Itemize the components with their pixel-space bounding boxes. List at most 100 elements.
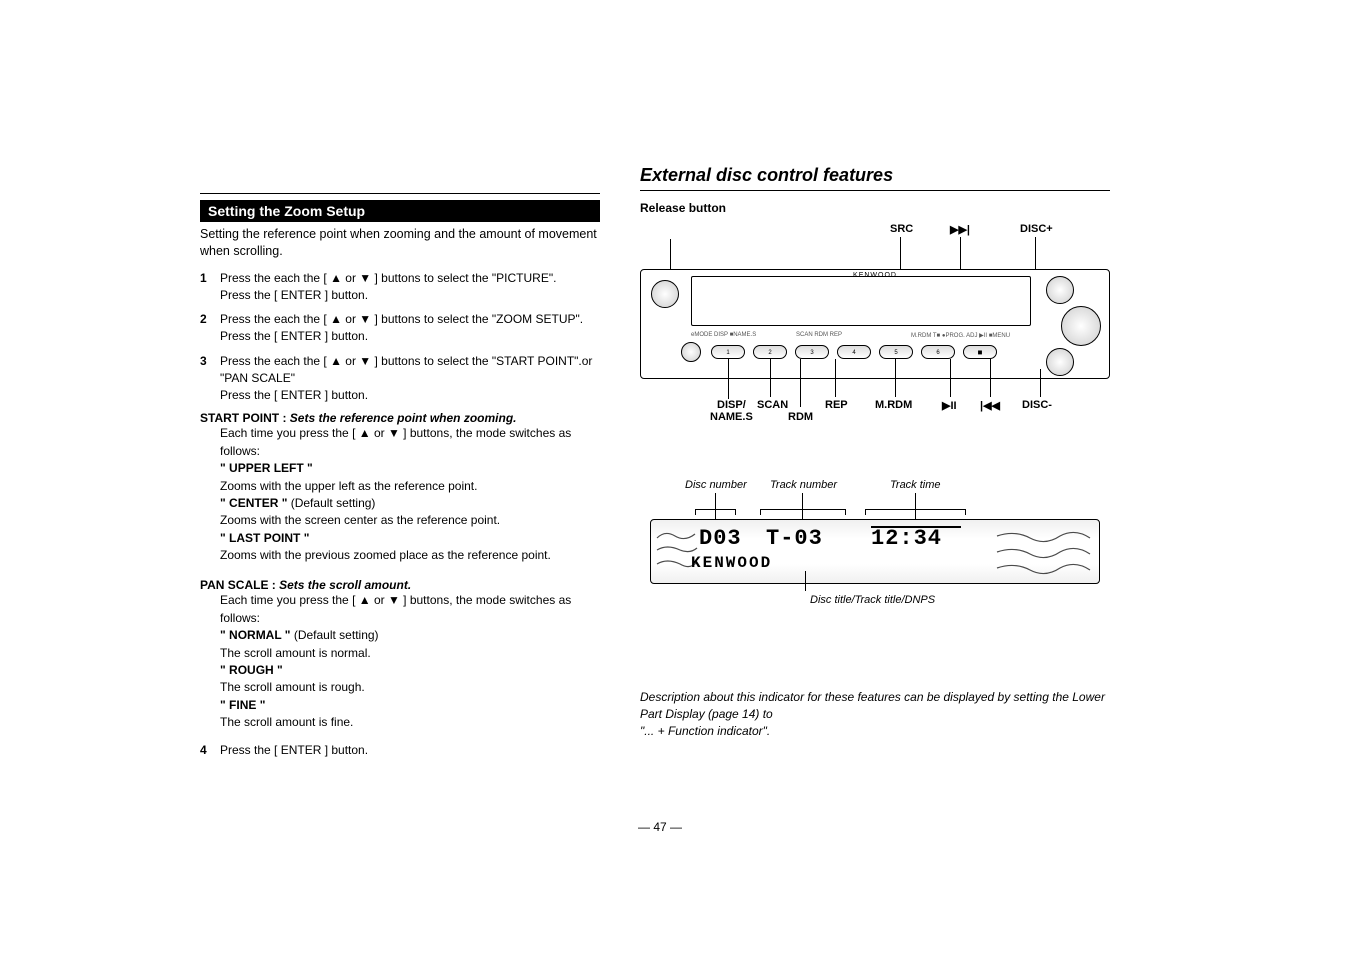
bracket-tick: [760, 509, 761, 515]
callout-disc-minus: DISC-: [1022, 399, 1052, 411]
mode-desc: The scroll amount is normal.: [220, 646, 371, 660]
mode-desc: Zooms with the previous zoomed place as …: [220, 548, 551, 562]
start-point-lead: Each time you press the [ ▲ or ▼ ] butto…: [220, 426, 571, 457]
lcd-track-number-label: Track number: [770, 479, 837, 491]
knob-src: [1046, 276, 1074, 304]
small-label-mid: SCAN RDM REP: [796, 332, 842, 338]
page-number: — 47 —: [638, 820, 682, 834]
footnote-line-a: Description about this indicator for the…: [640, 690, 1105, 721]
pan-scale-title: PAN SCALE : Sets the scroll amount.: [200, 578, 600, 592]
mode-name: " CENTER ": [220, 496, 287, 510]
preset-button: ◼: [963, 345, 997, 359]
preset-button: 4: [837, 345, 871, 359]
callout-disc-plus: DISC+: [1020, 223, 1053, 235]
mode-name: " FINE ": [220, 698, 265, 712]
callout-line: [990, 359, 991, 397]
footnote-line-b: "... + Function indicator".: [640, 724, 770, 738]
callout-mrdm: M.RDM: [875, 399, 912, 411]
lcd-brand: KENWOOD: [691, 554, 772, 572]
lcd-track-value: T-03: [766, 526, 823, 551]
bracket-line: [760, 509, 845, 510]
bracket-tick: [965, 509, 966, 515]
preset-button-row: 1 2 3 4 5 6 ◼: [711, 345, 997, 359]
callout-next-icon: ▶▶|: [950, 223, 970, 236]
mode-desc: Zooms with the upper left as the referen…: [220, 479, 477, 493]
start-point-desc: Sets the reference point when zooming.: [290, 411, 517, 425]
step-3: 3 Press the each the [ ▲ or ▼ ] buttons …: [200, 353, 600, 403]
mode-desc: Zooms with the screen center as the refe…: [220, 513, 500, 527]
start-point-block: Each time you press the [ ▲ or ▼ ] butto…: [220, 425, 600, 564]
pan-scale-block: Each time you press the [ ▲ or ▼ ] butto…: [220, 592, 600, 731]
callout-scan: SCAN: [757, 399, 788, 411]
bracket-tick: [735, 509, 736, 515]
release-button-label: Release button: [640, 201, 1110, 215]
knob-bottom: [1046, 348, 1074, 376]
preset-button: 3: [795, 345, 829, 359]
lcd-disc-value: D03: [699, 526, 742, 551]
step-1: 1 Press the each the [ ▲ or ▼ ] buttons …: [200, 270, 600, 304]
lcd-disc-number-label: Disc number: [685, 479, 747, 491]
mode-desc: The scroll amount is fine.: [220, 715, 353, 729]
step-text: Press the [ ENTER ] button.: [220, 742, 600, 759]
callout-rep: REP: [825, 399, 848, 411]
step-number: 4: [200, 742, 212, 759]
lcd-diagram: Disc number Track number Track time: [640, 479, 1110, 629]
section-heading: Setting the Zoom Setup: [200, 200, 600, 222]
step-2: 2 Press the each the [ ▲ or ▼ ] buttons …: [200, 311, 600, 345]
mode-suffix: (Default setting): [287, 496, 375, 510]
pan-scale-desc: Sets the scroll amount.: [279, 578, 411, 592]
step-4: 4 Press the [ ENTER ] button.: [200, 742, 600, 759]
small-label-left: eMODE DISP ■NAME.S: [691, 332, 756, 338]
preset-button: 6: [921, 345, 955, 359]
step-text-b: Press the [ ENTER ] button.: [220, 388, 368, 402]
bracket-tick: [845, 509, 846, 515]
lcd-body: D03 T-03 12:34 KENWOOD: [650, 519, 1100, 584]
pan-scale-lead: Each time you press the [ ▲ or ▼ ] butto…: [220, 593, 571, 624]
callout-disp: DISP/NAME.S: [710, 399, 753, 423]
device-body: KENWOOD eMODE DISP ■NAME.S SCAN RDM REP …: [640, 269, 1110, 379]
lcd-overline: [871, 526, 961, 528]
callout-src: SRC: [890, 223, 913, 235]
step-number: 1: [200, 270, 212, 304]
mode-desc: The scroll amount is rough.: [220, 680, 365, 694]
step-number: 3: [200, 353, 212, 403]
divider: [200, 193, 600, 194]
two-column-layout: Setting the Zoom Setup Setting the refer…: [200, 165, 1120, 766]
page-title: External disc control features: [640, 165, 1110, 186]
decorative-scribble-icon: [995, 528, 1095, 578]
preset-button: 1: [711, 345, 745, 359]
small-knob: [681, 342, 701, 362]
step-text-b: Press the [ ENTER ] button.: [220, 329, 368, 343]
bracket-tick: [695, 509, 696, 515]
bracket-tick: [865, 509, 866, 515]
lcd-time-value: 12:34: [871, 526, 942, 551]
left-column: Setting the Zoom Setup Setting the refer…: [200, 165, 600, 766]
bracket-line: [865, 509, 965, 510]
leader-line: [805, 571, 806, 591]
lcd-bottom-label: Disc title/Track title/DNPS: [810, 594, 935, 606]
lcd-track-time-label: Track time: [890, 479, 941, 491]
bracket-line: [695, 509, 735, 510]
callout-rdm: RDM: [788, 411, 813, 423]
mode-name: " NORMAL ": [220, 628, 291, 642]
callout-line: [800, 359, 801, 407]
mode-suffix: (Default setting): [291, 628, 379, 642]
start-point-title: START POINT : Sets the reference point w…: [200, 411, 600, 425]
knob-release: [651, 280, 679, 308]
step-number: 2: [200, 311, 212, 345]
manual-page: Setting the Zoom Setup Setting the refer…: [200, 165, 1120, 766]
step-body: Press the each the [ ▲ or ▼ ] buttons to…: [220, 311, 600, 345]
mode-name: " UPPER LEFT ": [220, 461, 313, 475]
step-body: Press the each the [ ▲ or ▼ ] buttons to…: [220, 353, 600, 403]
callout-line: [728, 359, 729, 399]
mode-name: " ROUGH ": [220, 663, 283, 677]
callout-play-icon: ▶II: [942, 399, 957, 412]
small-label-right: M.RDM T■ ●PROG. ADJ ▶II ■MENU: [911, 332, 1010, 339]
mode-name: " LAST POINT ": [220, 531, 309, 545]
callout-line: [1040, 369, 1041, 397]
callout-line: [950, 359, 951, 397]
preset-button: 2: [753, 345, 787, 359]
start-point-label: START POINT :: [200, 411, 286, 425]
device-diagram: SRC ▶▶| DISC+ KENWOOD eMODE DISP ■NAME.S: [640, 219, 1110, 419]
footnote: Description about this indicator for the…: [640, 689, 1110, 739]
